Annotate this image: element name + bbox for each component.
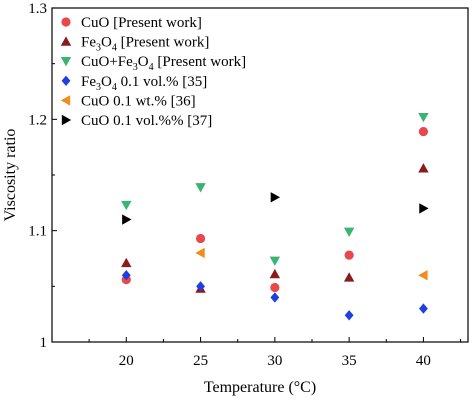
- data-point-series-1: [344, 250, 354, 260]
- data-point-series-2: [343, 272, 355, 282]
- legend-subscript: 3: [96, 82, 101, 93]
- legend-subscript: 3: [133, 62, 138, 73]
- data-point-series-3: [269, 256, 281, 266]
- data-point-series-5: [418, 270, 428, 281]
- x-tick-label: 25: [193, 353, 208, 369]
- legend-subscript: 4: [112, 82, 117, 93]
- legend-marker-6: [61, 114, 72, 126]
- data-point-series-6: [270, 192, 281, 203]
- data-point-series-3: [343, 227, 355, 237]
- x-tick-label: 35: [342, 353, 357, 369]
- legend-label-2: Fe3O4 [Present work]: [81, 35, 209, 54]
- y-tick-label: 1.3: [28, 1, 47, 17]
- legend-text-part: O: [101, 35, 112, 51]
- data-point-series-5: [195, 247, 205, 259]
- data-point-series-4: [344, 310, 354, 321]
- data-point-series-1: [418, 126, 429, 137]
- x-axis-title: Temperature (°C): [204, 379, 316, 396]
- y-axis-title: Viscosity ratio: [2, 129, 19, 222]
- legend-marker-3: [60, 57, 72, 67]
- legend-text-part: [Present work]: [154, 54, 246, 70]
- x-axis-title-main: Temperature (: [204, 379, 294, 396]
- data-point-series-2: [121, 257, 132, 268]
- y-tick-label: 1.1: [28, 224, 47, 240]
- legend-text-part: 0.1 vol.% [35]: [117, 74, 207, 90]
- legend-subscript: 4: [112, 43, 117, 54]
- legend-text-part: O: [138, 54, 149, 70]
- legend-subscript: 3: [96, 43, 101, 54]
- data-point-series-3: [418, 112, 429, 123]
- legend-text-part: [Present work]: [117, 35, 209, 51]
- data-point-series-4: [419, 303, 428, 314]
- legend-label-4: Fe3O4 0.1 vol.% [35]: [81, 74, 207, 93]
- data-points: [121, 112, 429, 321]
- data-point-series-2: [418, 163, 429, 173]
- x-axis: 20 25 30 35 40: [88, 337, 462, 369]
- data-point-series-3: [121, 200, 132, 211]
- data-point-series-3: [195, 183, 206, 193]
- legend-marker-2: [60, 36, 72, 46]
- legend-text-part: Fe: [81, 74, 96, 90]
- y-tick-label: 1: [40, 335, 48, 351]
- legend-subscript: 4: [149, 62, 154, 73]
- data-point-series-2: [269, 268, 281, 279]
- data-point-series-6: [419, 203, 429, 214]
- data-point-series-1: [195, 233, 206, 244]
- legend-label-1: CuO [Present work]: [81, 15, 202, 31]
- data-point-series-4: [270, 292, 280, 303]
- data-point-series-1: [270, 282, 280, 293]
- legend-text-part: O: [101, 74, 112, 90]
- x-axis-title-unit: °C): [294, 379, 316, 396]
- legend: CuO [Present work]Fe3O4 [Present work]Cu…: [60, 15, 246, 129]
- legend-label-6: CuO 0.1 vol.%% [37]: [81, 113, 212, 129]
- legend-marker-4: [61, 75, 71, 86]
- legend-label-5: CuO 0.1 wt.% [36]: [81, 93, 196, 109]
- legend-text-part: CuO+Fe: [81, 54, 133, 70]
- data-point-series-6: [122, 214, 132, 225]
- data-point-series-4: [196, 281, 205, 292]
- x-tick-label: 30: [267, 353, 282, 369]
- legend-text-part: Fe: [81, 35, 96, 51]
- y-tick-label: 1.2: [28, 112, 47, 128]
- y-axis: 1 1.1 1.2 1.3: [28, 1, 57, 351]
- legend-marker-5: [60, 95, 71, 106]
- data-point-series-4: [121, 270, 131, 281]
- legend-label-3: CuO+Fe3O4 [Present work]: [81, 54, 246, 73]
- x-tick-label: 20: [119, 353, 134, 369]
- legend-marker-1: [61, 17, 71, 27]
- x-tick-label: 40: [416, 353, 431, 369]
